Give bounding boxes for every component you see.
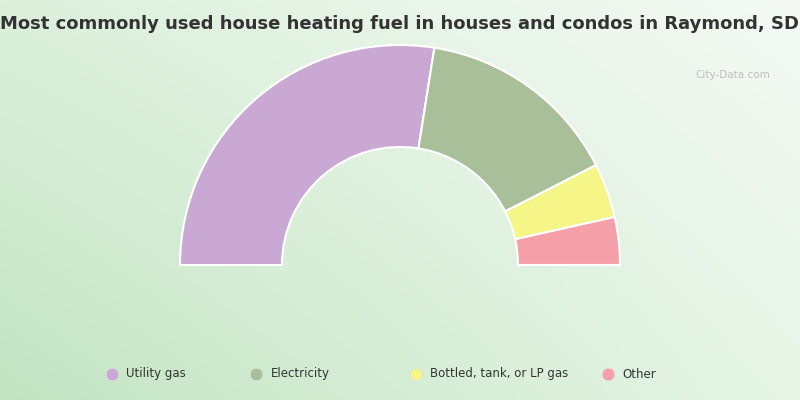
Text: Electricity: Electricity [270,368,330,380]
Wedge shape [505,165,614,239]
Text: Most commonly used house heating fuel in houses and condos in Raymond, SD: Most commonly used house heating fuel in… [1,15,799,33]
Text: Other: Other [622,368,656,380]
Text: Utility gas: Utility gas [126,368,186,380]
Wedge shape [180,45,434,265]
Wedge shape [515,217,620,265]
Wedge shape [418,48,596,212]
Text: City-Data.com: City-Data.com [695,70,770,80]
Text: Bottled, tank, or LP gas: Bottled, tank, or LP gas [430,368,569,380]
